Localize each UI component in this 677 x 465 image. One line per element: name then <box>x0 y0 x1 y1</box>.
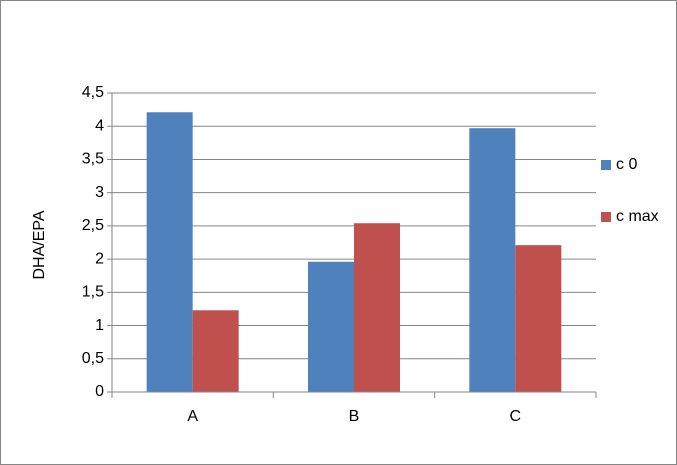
legend-label: c 0 <box>616 156 637 173</box>
y-tick-label: 4 <box>95 117 104 134</box>
legend-swatch <box>601 212 611 222</box>
x-tick-label: A <box>187 408 198 425</box>
bar <box>192 310 239 392</box>
x-tick-label: B <box>349 408 360 425</box>
bar <box>308 261 354 392</box>
y-tick-label: 2 <box>95 250 104 267</box>
legend-swatch <box>601 160 611 170</box>
legend-label: c max <box>616 208 659 225</box>
y-tick-label: 1 <box>95 317 104 334</box>
y-tick-label: 0 <box>95 383 104 400</box>
y-tick-label: 3 <box>95 184 104 201</box>
x-tick-label: C <box>510 408 522 425</box>
bar <box>469 128 516 392</box>
bar <box>354 223 400 392</box>
y-tick-label: 3,5 <box>82 151 104 168</box>
bar <box>146 112 193 392</box>
y-tick-label: 4,5 <box>82 84 104 101</box>
y-tick-label: 1,5 <box>82 284 104 301</box>
y-tick-label: 2,5 <box>82 217 104 234</box>
y-tick-label: 0,5 <box>82 350 104 367</box>
y-axis-label: DHA/EPA <box>31 210 48 279</box>
bar <box>515 245 562 392</box>
